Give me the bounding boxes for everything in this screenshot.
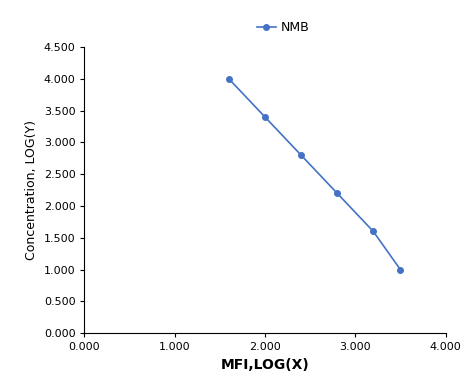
Line: NMB: NMB <box>226 76 403 272</box>
Legend: NMB: NMB <box>252 16 314 39</box>
NMB <box>371 229 376 234</box>
NMB <box>398 267 403 272</box>
Y-axis label: Concentration, LOG(Y): Concentration, LOG(Y) <box>25 120 38 260</box>
NMB <box>298 153 304 158</box>
NMB <box>334 191 340 196</box>
NMB <box>262 114 268 119</box>
X-axis label: MFI,LOG(X): MFI,LOG(X) <box>220 358 310 372</box>
NMB <box>226 76 232 81</box>
